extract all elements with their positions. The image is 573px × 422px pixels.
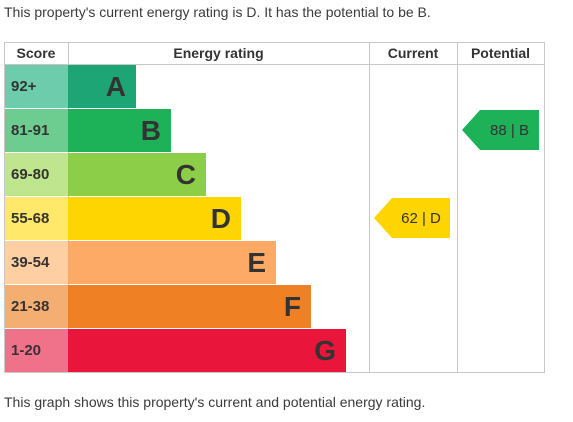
score-cell-c [5, 153, 68, 196]
rating-bands: 92+ A 81-91 B 69-80 C 55-68 D 39-54 E 21-38 F 1-20 G [5, 65, 346, 372]
current-rating-arrow [374, 198, 450, 238]
band-letter: B [141, 115, 161, 146]
score-label: 55-68 [11, 210, 49, 227]
header-score: Score [17, 45, 56, 61]
header-potential: Potential [471, 45, 530, 61]
rating-bar-f [68, 285, 311, 328]
band-letter: E [247, 247, 266, 278]
score-cell-f [5, 285, 68, 328]
current-rating-arrow-label: 62 | D [401, 210, 441, 227]
score-cell-d [5, 197, 68, 240]
score-cell-e [5, 241, 68, 284]
potential-rating-arrow-label: 88 | B [490, 122, 529, 139]
score-label: 69-80 [11, 166, 49, 183]
intro-text: This property's current energy rating is… [4, 4, 431, 20]
score-label: 92+ [11, 78, 37, 95]
rating-bar-a [68, 65, 136, 108]
potential-rating-arrow [462, 110, 539, 150]
score-label: 1-20 [11, 342, 41, 359]
band-letter: G [314, 335, 336, 366]
band-letter: C [176, 159, 196, 190]
header-current: Current [388, 45, 439, 61]
rating-bar-g [68, 329, 346, 372]
score-label: 21-38 [11, 298, 49, 315]
score-cell-g [5, 329, 68, 372]
score-cell-a [5, 65, 68, 108]
rating-bar-c [68, 153, 206, 196]
rating-bar-e [68, 241, 276, 284]
chart-border [4, 42, 545, 373]
band-letter: F [284, 291, 301, 322]
band-letter: A [106, 71, 126, 102]
score-label: 81-91 [11, 122, 49, 139]
rating-bar-b [68, 109, 171, 152]
rating-bar-d [68, 197, 241, 240]
band-letter: D [211, 203, 231, 234]
rating-arrows: 62 | D 88 | B [374, 110, 539, 238]
footer-text: This graph shows this property's current… [4, 394, 426, 410]
score-label: 39-54 [11, 254, 50, 271]
header-energy-rating: Energy rating [173, 45, 263, 61]
score-cell-b [5, 109, 68, 152]
